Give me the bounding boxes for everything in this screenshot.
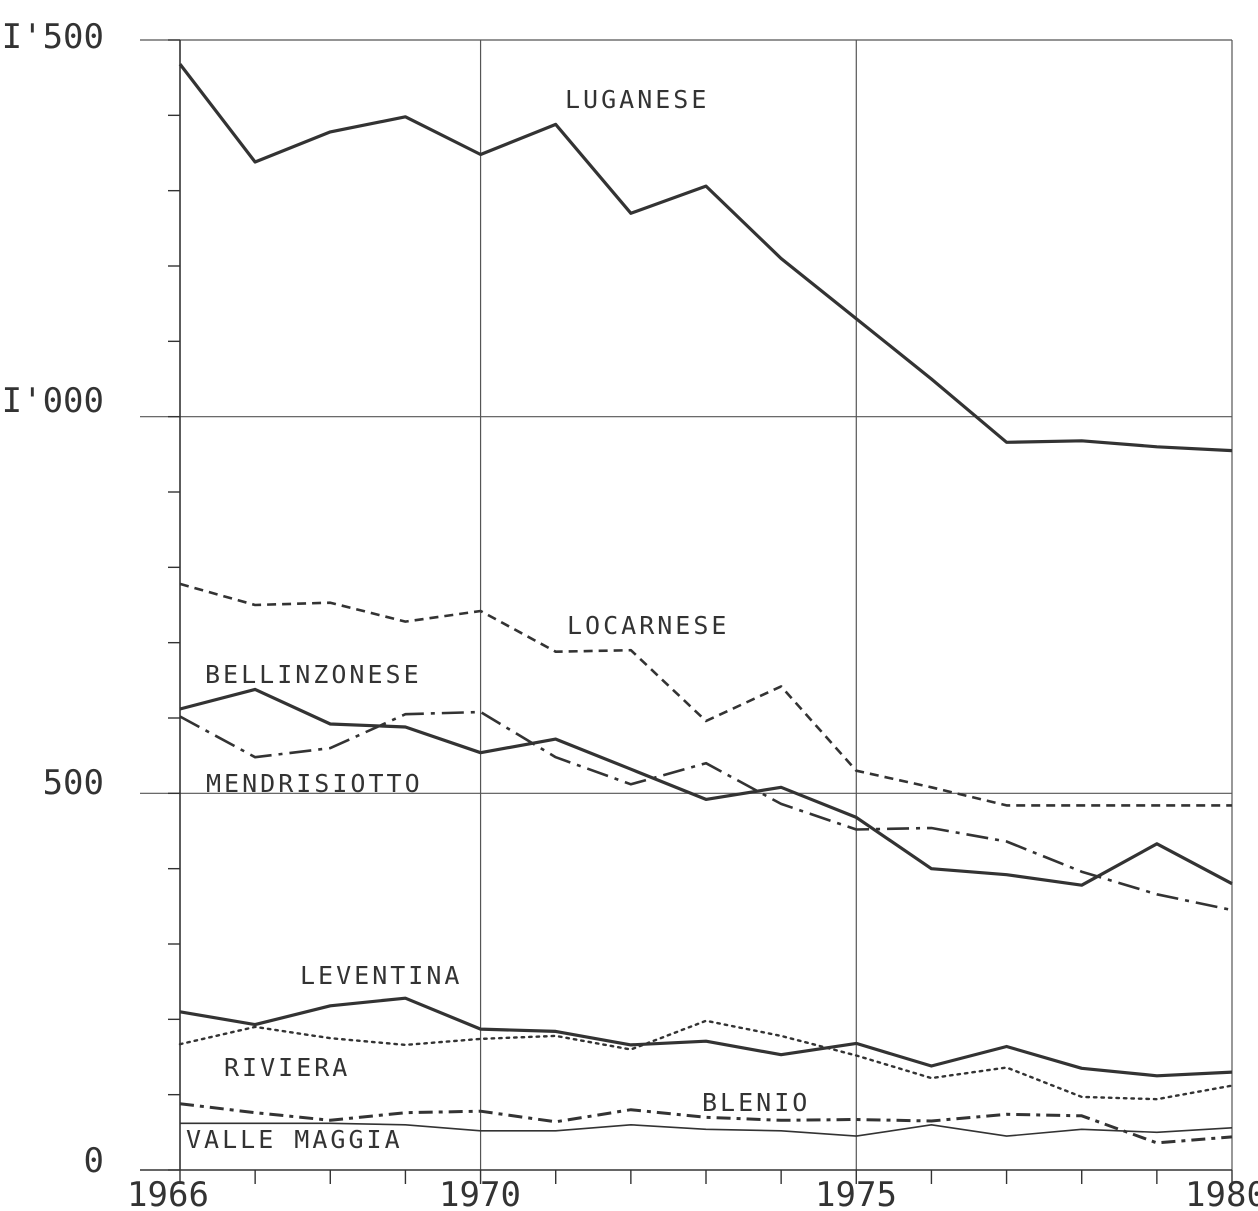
y-tick-label-500: 500 <box>43 763 104 803</box>
y-tick-label-0: 0 <box>84 1141 104 1181</box>
y-tick-label-1500: I'500 <box>2 17 104 57</box>
series-label-bellinzonese: BELLINZONESE <box>205 660 422 689</box>
grid-lines <box>140 39 1233 1170</box>
series-label-leventina: LEVENTINA <box>300 961 462 990</box>
series-label-luganese: LUGANESE <box>565 85 709 114</box>
series-label-mendrisiotto: MENDRISIOTTO <box>206 769 423 798</box>
series-label-riviera: RIVIERA <box>224 1053 350 1082</box>
x-tick-label-1966: 1966 <box>127 1175 209 1211</box>
series-line-leventina <box>179 996 1233 1078</box>
series-line-blenio <box>179 1102 1233 1145</box>
x-tick-label-1975: 1975 <box>815 1175 897 1211</box>
axes <box>140 39 1233 1184</box>
series-label-locarnese: LOCARNESE <box>567 611 729 640</box>
series-line-bellinzonese <box>179 687 1233 887</box>
series-line-riviera <box>178 1019 1234 1101</box>
y-tick-label-1000: I'000 <box>2 381 104 421</box>
series-line-mendrisiotto <box>179 710 1233 912</box>
x-tick-label-1970: 1970 <box>439 1175 521 1211</box>
series-lines <box>178 63 1234 1145</box>
series-label-valle-maggia: VALLE MAGGIA <box>186 1125 403 1154</box>
x-tick-label-1980: 1980 <box>1185 1175 1258 1211</box>
series-line-valle-maggia <box>180 1122 1233 1137</box>
series-line-locarnese <box>179 582 1232 807</box>
series-label-blenio: BLENIO <box>702 1088 810 1117</box>
series-line-luganese <box>178 63 1233 453</box>
